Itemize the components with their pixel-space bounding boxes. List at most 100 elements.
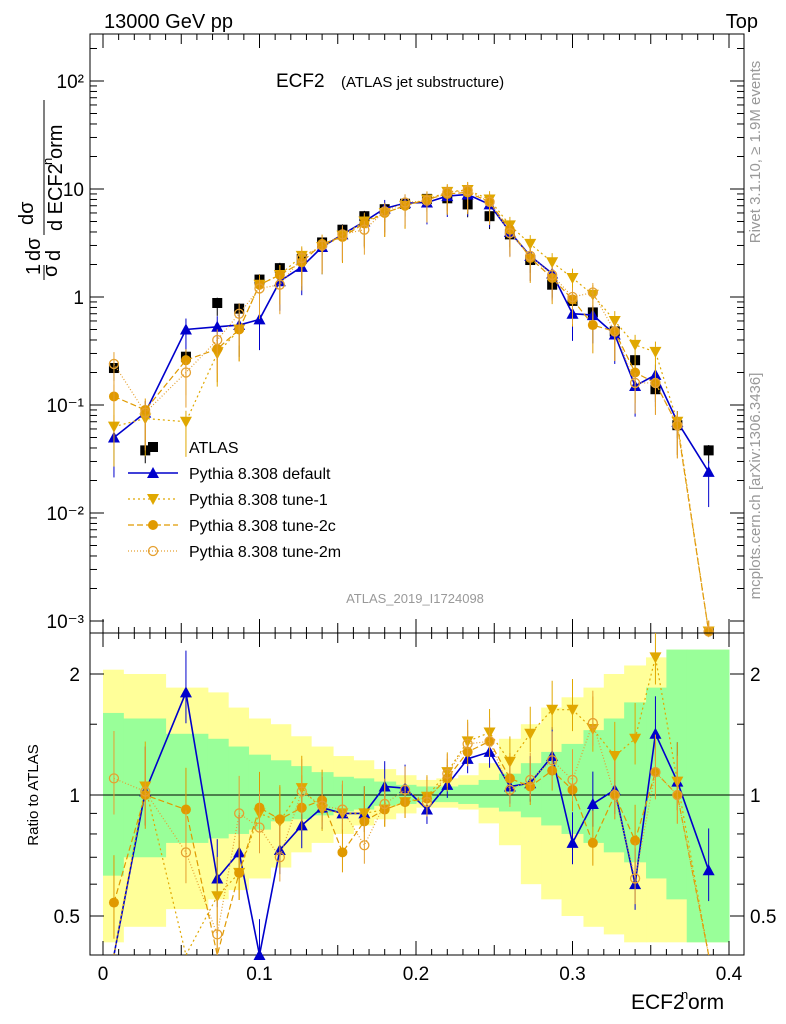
uncertainty-band-inner	[666, 649, 688, 900]
data-point	[180, 355, 191, 366]
data-point	[547, 269, 558, 281]
ratio-series-pythia-8-308-tune-2m	[108, 690, 710, 956]
data-point	[629, 377, 641, 389]
data-point	[525, 250, 536, 262]
ratio-point	[484, 736, 495, 747]
data-point	[337, 229, 348, 240]
uncertainty-band-inner	[270, 760, 292, 822]
series-pythia-8-308-tune-1	[107, 181, 715, 638]
svg-text:orm: orm	[688, 991, 724, 1014]
svg-text:dσ: dσ	[16, 201, 38, 225]
uncertainty-band-inner	[646, 687, 667, 879]
ratio-line	[113, 657, 710, 957]
data-point	[672, 420, 683, 431]
data-point	[650, 377, 661, 389]
ratio-point	[399, 784, 411, 795]
ratio-point	[650, 766, 661, 778]
x-tick-label: 0.4	[716, 964, 743, 985]
svg-text:d ECF2: d ECF2	[45, 163, 67, 231]
ratio-point	[566, 704, 579, 716]
svg-text:σ: σ	[40, 264, 62, 277]
ratio-point	[108, 773, 120, 784]
ratio-point	[359, 840, 370, 851]
ratio-ylabel: Ratio to ATLAS	[25, 744, 42, 845]
uncertainty-band-inner	[458, 784, 480, 804]
ratio-point	[462, 738, 473, 750]
data-point	[649, 346, 662, 358]
legend-label: ATLAS	[189, 440, 239, 457]
uncertainty-band-inner	[103, 712, 124, 876]
data-point	[630, 367, 641, 378]
data-point	[359, 224, 370, 235]
data-point	[296, 252, 307, 264]
rivet-version-label: Rivet 3.1.10, ≥ 1.9M events	[747, 61, 764, 244]
legend-label: Pythia 8.308 tune-2c	[189, 518, 336, 535]
ratio-ytick-label: 1	[69, 786, 80, 807]
ratio-point	[316, 800, 328, 811]
data-point	[421, 195, 433, 206]
ratio-point	[629, 733, 642, 745]
x-axis-title: ECF2 n orm	[631, 987, 724, 1014]
legend-label: Pythia 8.308 tune-1	[189, 492, 328, 509]
ratio-ytick-label: 0.5	[54, 907, 80, 928]
data-point	[254, 283, 265, 294]
series-line	[113, 189, 710, 632]
data-point	[702, 465, 715, 477]
data-point	[212, 334, 223, 346]
ratio-point	[296, 786, 307, 797]
data-point	[179, 323, 192, 335]
ratio-point	[274, 814, 285, 825]
series-line	[113, 189, 710, 632]
series-pythia-8-308-default	[107, 186, 715, 508]
header-right-label: Top	[726, 11, 758, 33]
ratio-point	[108, 897, 119, 908]
ratio-point	[649, 652, 662, 664]
uncertainty-band-inner	[583, 730, 605, 843]
main-ylabel: 1 σ dσ d dσ d ECF2 n orm	[16, 100, 67, 280]
ratio-point	[180, 804, 191, 815]
data-point	[587, 287, 598, 298]
uncertainty-band-inner	[686, 649, 730, 943]
ratio-point	[180, 847, 192, 858]
svg-text:ECF2: ECF2	[631, 991, 685, 1014]
main-ytick-label: 10⁻³	[47, 612, 85, 633]
uncertainty-band-inner	[353, 778, 375, 810]
ratio-point	[629, 873, 641, 884]
data-point	[484, 196, 495, 208]
data-point	[140, 407, 151, 418]
ratio-ytick-label-right: 2	[750, 665, 761, 686]
chart-title: ECF2	[276, 71, 325, 92]
ratio-point	[587, 837, 598, 848]
data-point	[211, 320, 224, 332]
ratio-point	[567, 774, 578, 786]
ratio-point	[140, 786, 151, 797]
legend-label: Pythia 8.308 default	[189, 466, 331, 483]
ratio-point	[234, 808, 245, 819]
legend-label: Pythia 8.308 tune-2m	[189, 544, 341, 561]
data-point	[274, 279, 285, 290]
uncertainty-band-inner	[165, 733, 209, 843]
ratio-point	[587, 717, 598, 729]
legend-marker	[147, 467, 159, 478]
data-point	[524, 238, 537, 250]
ratio-point	[609, 789, 620, 801]
main-ytick-label: 10²	[57, 72, 84, 93]
legend-marker	[148, 442, 158, 452]
series-line	[113, 191, 710, 632]
ratio-point	[630, 835, 641, 846]
ratio-point	[379, 798, 390, 810]
svg-text:dσ: dσ	[23, 237, 45, 261]
data-point	[442, 187, 453, 198]
uncertainty-band-inner	[478, 779, 500, 808]
ratio-point	[337, 804, 348, 815]
ratio-point	[608, 751, 621, 763]
data-point	[587, 320, 598, 331]
main-ytick-label: 10⁻²	[47, 504, 85, 525]
ratio-ytick-label: 2	[69, 665, 80, 686]
svg-text:1: 1	[23, 264, 45, 275]
data-point	[180, 367, 192, 378]
legend: ATLAS Pythia 8.308 default Pythia 8.308 tu…	[128, 440, 341, 561]
ratio-point	[586, 797, 599, 809]
main-ytick-label: 10	[63, 180, 84, 201]
ratio-point	[274, 852, 285, 863]
